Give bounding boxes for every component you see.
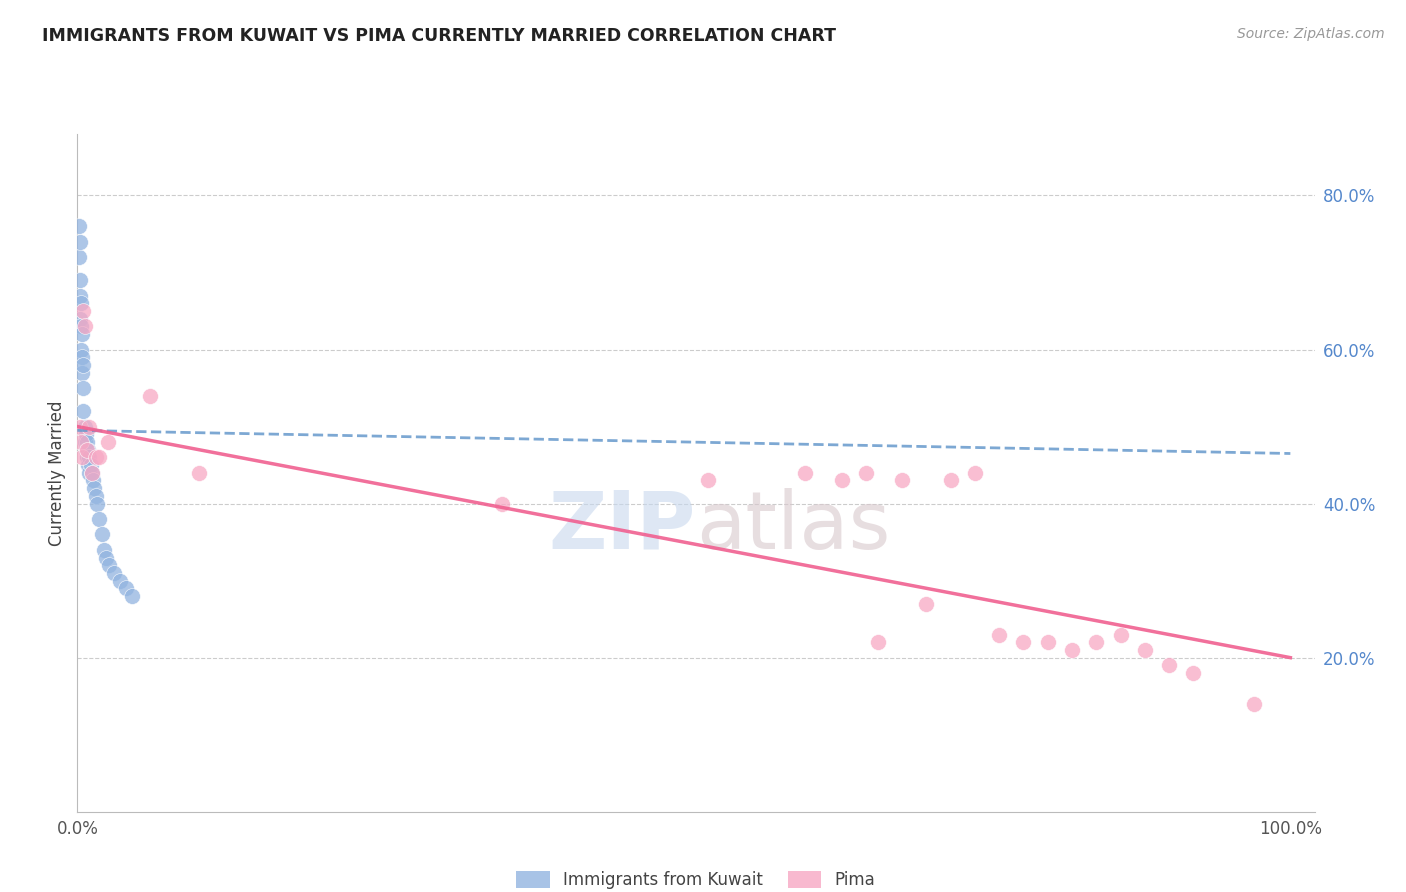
Point	[75, 442, 97, 457]
Point	[70, 296, 93, 310]
Point	[1243, 697, 1265, 711]
Y-axis label: Currently Married: Currently Married	[48, 400, 66, 546]
Point	[866, 635, 889, 649]
Point	[69, 288, 91, 302]
Point	[697, 474, 720, 488]
Point	[80, 466, 103, 480]
Point	[89, 450, 111, 465]
Point	[67, 219, 90, 234]
Point	[96, 550, 118, 565]
Point	[67, 250, 90, 264]
Point	[79, 466, 101, 480]
Point	[70, 350, 93, 364]
Point	[86, 497, 108, 511]
Point	[103, 566, 125, 580]
Point	[69, 235, 91, 249]
Point	[72, 404, 94, 418]
Point	[79, 450, 101, 465]
Point	[1085, 635, 1108, 649]
Point	[939, 474, 962, 488]
Point	[115, 582, 138, 596]
Point	[90, 527, 112, 541]
Point	[76, 450, 98, 465]
Point	[1182, 666, 1205, 681]
Point	[491, 497, 513, 511]
Point	[79, 458, 101, 472]
Text: IMMIGRANTS FROM KUWAIT VS PIMA CURRENTLY MARRIED CORRELATION CHART: IMMIGRANTS FROM KUWAIT VS PIMA CURRENTLY…	[42, 27, 837, 45]
Text: atlas: atlas	[696, 488, 890, 566]
Point	[69, 311, 91, 326]
Point	[891, 474, 914, 488]
Point	[84, 450, 107, 465]
Point	[97, 558, 120, 573]
Point	[69, 273, 91, 287]
Point	[89, 512, 111, 526]
Point	[72, 304, 94, 318]
Point	[121, 589, 143, 603]
Point	[82, 474, 104, 488]
Point	[73, 434, 96, 449]
Point	[72, 381, 94, 395]
Point	[79, 419, 101, 434]
Point	[988, 627, 1011, 641]
Point	[70, 434, 93, 449]
Point	[77, 458, 100, 472]
Point	[69, 419, 91, 434]
Point	[1012, 635, 1035, 649]
Point	[72, 358, 94, 372]
Point	[93, 542, 115, 557]
Point	[70, 319, 93, 334]
Point	[915, 597, 938, 611]
Point	[1157, 658, 1180, 673]
Point	[831, 474, 853, 488]
Point	[77, 442, 100, 457]
Point	[70, 450, 93, 465]
Point	[70, 327, 93, 342]
Point	[139, 389, 162, 403]
Point	[73, 319, 96, 334]
Point	[75, 427, 97, 442]
Point	[80, 466, 103, 480]
Point	[1060, 643, 1083, 657]
Point	[108, 574, 131, 588]
Point	[855, 466, 877, 480]
Point	[76, 442, 98, 457]
Point	[73, 419, 96, 434]
Point	[97, 434, 120, 449]
Legend: Immigrants from Kuwait, Pima: Immigrants from Kuwait, Pima	[510, 864, 882, 892]
Point	[84, 489, 107, 503]
Point	[1036, 635, 1059, 649]
Point	[794, 466, 817, 480]
Point	[70, 366, 93, 380]
Point	[187, 466, 209, 480]
Point	[1133, 643, 1156, 657]
Text: ZIP: ZIP	[548, 488, 696, 566]
Text: Source: ZipAtlas.com: Source: ZipAtlas.com	[1237, 27, 1385, 41]
Point	[1109, 627, 1132, 641]
Point	[76, 434, 98, 449]
Point	[70, 343, 93, 357]
Point	[963, 466, 986, 480]
Point	[83, 481, 105, 495]
